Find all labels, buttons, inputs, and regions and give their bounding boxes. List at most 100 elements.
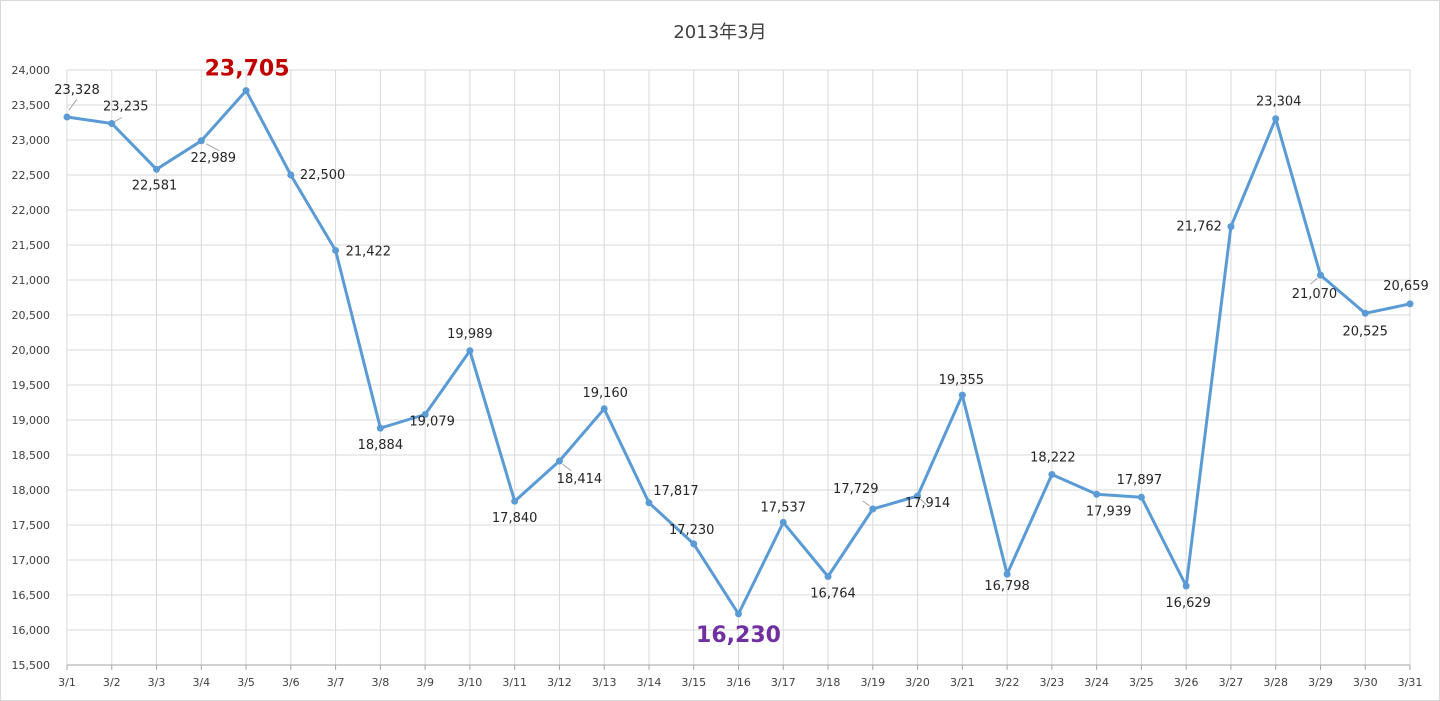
data-label: 20,525 (1342, 324, 1388, 339)
data-label: 17,939 (1086, 504, 1132, 519)
data-point (511, 497, 519, 505)
x-tick-label: 3/31 (1398, 676, 1423, 689)
y-tick-label: 19,500 (12, 379, 51, 392)
data-label: 18,222 (1030, 450, 1076, 465)
x-tick-label: 3/17 (771, 676, 796, 689)
data-label: 22,500 (300, 168, 346, 183)
x-tick-label: 3/4 (192, 676, 210, 689)
data-label: 21,070 (1292, 287, 1338, 302)
data-point (914, 492, 922, 500)
y-tick-label: 23,500 (12, 99, 51, 112)
data-label: 16,629 (1165, 596, 1211, 611)
y-tick-label: 23,000 (12, 134, 51, 147)
data-label: 17,897 (1117, 473, 1163, 488)
data-point (1272, 115, 1280, 123)
data-point (555, 457, 563, 465)
data-point (1093, 490, 1101, 498)
data-point (376, 424, 384, 432)
x-tick-label: 3/13 (592, 676, 617, 689)
y-tick-label: 16,000 (12, 624, 51, 637)
data-label: 17,914 (905, 496, 951, 511)
data-label: 20,659 (1383, 279, 1429, 294)
data-point (869, 505, 877, 513)
x-tick-label: 3/7 (327, 676, 345, 689)
data-point (824, 573, 832, 581)
data-point (1361, 309, 1369, 317)
data-label: 22,581 (132, 178, 178, 193)
data-point (1048, 470, 1056, 478)
x-tick-label: 3/21 (950, 676, 975, 689)
label-leader-line (862, 500, 871, 507)
x-tick-label: 3/5 (237, 676, 255, 689)
y-tick-label: 20,000 (12, 344, 51, 357)
data-point (421, 410, 429, 418)
y-tick-label: 20,500 (12, 309, 51, 322)
x-tick-label: 3/30 (1353, 676, 1378, 689)
y-tick-label: 18,000 (12, 484, 51, 497)
data-point (466, 347, 474, 355)
data-point (1316, 271, 1324, 279)
x-tick-label: 3/20 (905, 676, 930, 689)
label-leader-line (920, 498, 927, 506)
y-tick-label: 22,500 (12, 169, 51, 182)
x-tick-label: 3/24 (1084, 676, 1109, 689)
x-tick-label: 3/27 (1219, 676, 1244, 689)
data-point (1182, 582, 1190, 590)
x-tick-label: 3/15 (681, 676, 706, 689)
y-tick-label: 17,500 (12, 519, 51, 532)
data-label: 23,304 (1256, 95, 1302, 110)
data-point (63, 113, 71, 121)
chart-title: 2013年3月 (673, 22, 767, 43)
data-label: 22,989 (191, 151, 237, 166)
data-label: 21,422 (346, 244, 392, 259)
x-tick-label: 3/19 (860, 676, 885, 689)
x-tick-label: 3/6 (282, 676, 300, 689)
data-label-min: 16,230 (696, 623, 781, 648)
label-leader-line (68, 98, 78, 111)
data-label: 17,840 (492, 511, 538, 526)
data-label: 17,817 (653, 484, 699, 499)
x-tick-label: 3/26 (1174, 676, 1199, 689)
data-label: 18,884 (358, 438, 404, 453)
data-label: 18,414 (557, 472, 603, 487)
y-tick-label: 21,500 (12, 239, 51, 252)
y-tick-label: 18,500 (12, 449, 51, 462)
data-point (242, 87, 250, 95)
x-tick-label: 3/1 (58, 676, 76, 689)
data-point (1137, 493, 1145, 501)
label-leader-line (206, 143, 220, 152)
x-tick-label: 3/8 (372, 676, 390, 689)
data-point (153, 165, 161, 173)
data-label: 17,230 (669, 523, 715, 538)
y-tick-label: 19,000 (12, 414, 51, 427)
x-tick-label: 3/10 (458, 676, 483, 689)
data-point (1003, 570, 1011, 578)
data-label: 16,798 (984, 579, 1030, 594)
label-leader-line (562, 463, 572, 472)
x-tick-label: 3/16 (726, 676, 751, 689)
x-tick-label: 3/3 (148, 676, 166, 689)
data-point (779, 518, 787, 526)
x-tick-label: 3/23 (1040, 676, 1065, 689)
y-tick-label: 17,000 (12, 554, 51, 567)
data-point (1406, 300, 1414, 308)
data-point (958, 391, 966, 399)
y-tick-label: 21,000 (12, 274, 51, 287)
data-point (332, 246, 340, 254)
y-tick-label: 15,500 (12, 659, 51, 672)
x-tick-label: 3/25 (1129, 676, 1154, 689)
x-tick-label: 3/2 (103, 676, 121, 689)
label-leader-line (114, 117, 123, 122)
data-point (1227, 223, 1235, 231)
data-label: 19,989 (447, 327, 493, 342)
x-tick-label: 3/18 (816, 676, 841, 689)
x-tick-label: 3/12 (547, 676, 572, 689)
x-tick-label: 3/14 (637, 676, 662, 689)
y-tick-label: 22,000 (12, 204, 51, 217)
data-point (645, 499, 653, 507)
data-point (287, 171, 295, 179)
data-label: 16,764 (810, 587, 856, 602)
data-label: 17,537 (761, 500, 807, 515)
data-label: 21,762 (1176, 220, 1222, 235)
